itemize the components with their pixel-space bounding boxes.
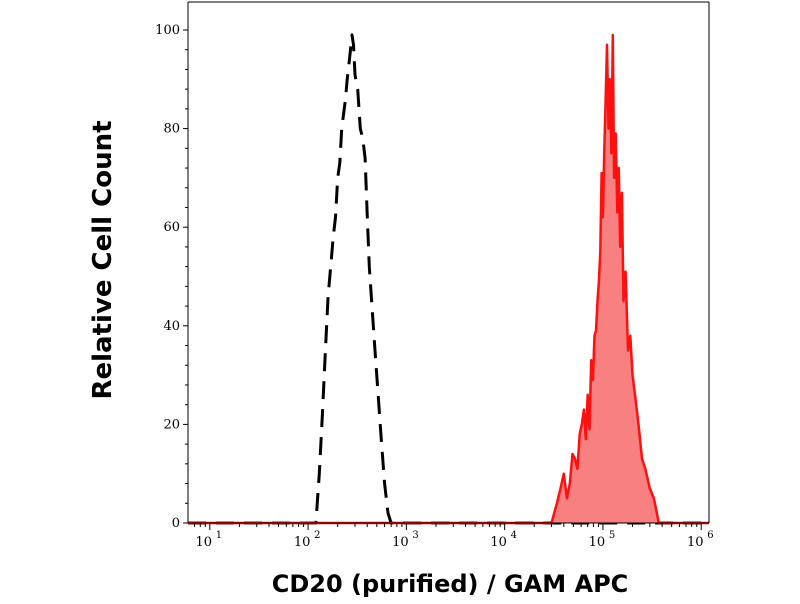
series-0-line xyxy=(188,33,709,525)
x-tick-label: 10 xyxy=(392,535,409,550)
series-1-area xyxy=(188,34,709,524)
series-layer xyxy=(188,33,709,525)
labels-layer: Relative Cell Count CD20 (purified) / GA… xyxy=(88,120,628,598)
series-1-line xyxy=(188,33,709,525)
x-tick-label: 10 xyxy=(490,535,507,550)
x-tick-exponent: 2 xyxy=(314,530,320,541)
x-axis-label: CD20 (purified) / GAM APC xyxy=(272,570,629,598)
x-tick-exponent: 4 xyxy=(511,530,517,541)
x-tick-label: 10 xyxy=(687,535,704,550)
y-axis-label: Relative Cell Count xyxy=(88,120,118,399)
x-tick-exponent: 6 xyxy=(707,530,713,541)
y-tick-label: 80 xyxy=(163,122,180,137)
y-tick-label: 40 xyxy=(163,319,180,334)
x-tick-exponent: 1 xyxy=(216,530,222,541)
x-tick-label: 10 xyxy=(196,535,213,550)
y-tick-label: 60 xyxy=(163,220,180,235)
y-tick-label: 100 xyxy=(155,23,180,38)
x-tick-exponent: 3 xyxy=(412,530,418,541)
x-tick-label: 10 xyxy=(294,535,311,550)
x-tick-exponent: 5 xyxy=(609,530,615,541)
x-tick-label: 10 xyxy=(589,535,606,550)
y-tick-label: 0 xyxy=(172,516,180,531)
y-tick-label: 20 xyxy=(163,417,180,432)
